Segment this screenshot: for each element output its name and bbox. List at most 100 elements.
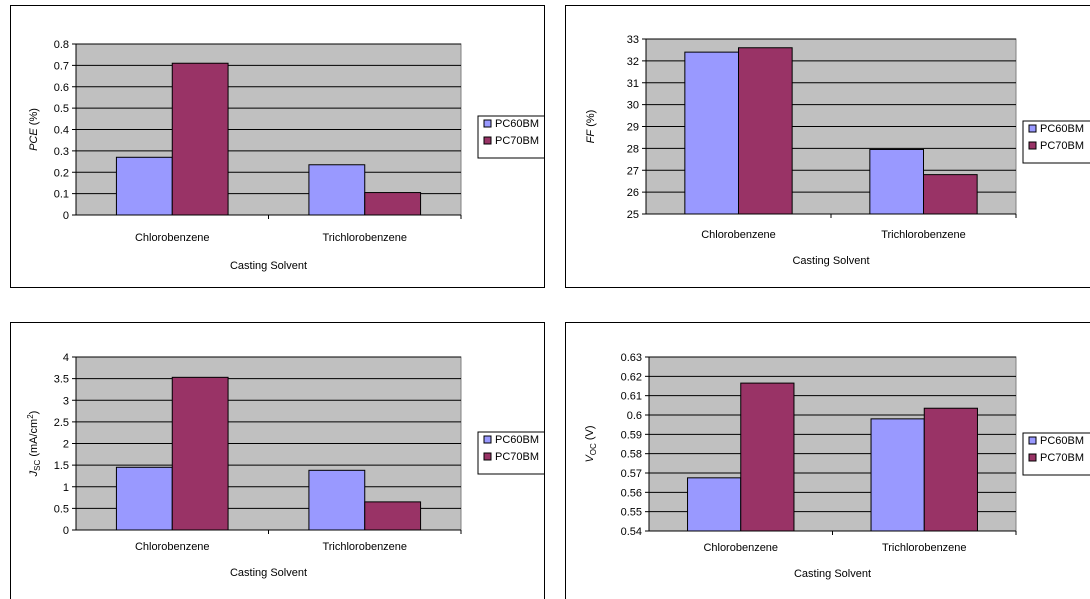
y-tick-label: 0.7 <box>54 60 69 72</box>
y-label-unit: (mA/cm <box>28 419 40 460</box>
y-tick-label: 29 <box>627 122 639 134</box>
bar-pc70bm-chlorobenzene <box>171 62 229 216</box>
bar-pc70bm-trichlorobenzene <box>364 192 422 216</box>
y-label-unit: (%) <box>585 110 597 130</box>
legend-label: PC60BM <box>1040 123 1084 135</box>
x-axis-label: Casting Solvent <box>230 260 307 272</box>
category-label: Trichlorobenzene <box>882 542 967 554</box>
y-tick-label: 0.6 <box>54 82 69 94</box>
y-tick-label: 0.8 <box>54 39 69 51</box>
category-label: Trichlorobenzene <box>881 229 966 241</box>
legend-label: PC60BM <box>495 434 539 446</box>
bar-pc70bm-chlorobenzene <box>171 376 229 531</box>
x-axis-label: Casting Solvent <box>794 568 871 580</box>
y-tick-label: 0.6 <box>627 410 642 422</box>
bar-pc70bm-trichlorobenzene <box>364 501 422 531</box>
y-label-symbol: PCE <box>28 128 40 151</box>
bar-pc60bm-trichlorobenzene <box>870 418 925 532</box>
bar-pc60bm-chlorobenzene <box>684 51 739 215</box>
legend-label: PC60BM <box>1040 435 1084 447</box>
y-label-symbol: J <box>28 470 40 477</box>
category-label: Trichlorobenzene <box>322 541 407 553</box>
legend-label: PC60BM <box>495 118 539 130</box>
y-tick-label: 25 <box>627 209 639 221</box>
x-axis-label: Casting Solvent <box>792 255 869 267</box>
ff-chart-svg: 25 26 27 28 29 30 31 32 33 Chlorobenzene Trichloro… <box>585 34 1090 267</box>
y-label-unit: (V) <box>584 425 596 443</box>
y-tick-label: 4 <box>63 352 69 364</box>
y-tick-label: 3 <box>63 395 69 407</box>
chart-panel-jsc: 0 0.5 1 1.5 2 2.5 3 3.5 4 Chlorobenzene Trichlorob… <box>10 322 545 599</box>
voc-chart-svg: 0.54 0.55 0.56 0.57 0.58 0.59 0.6 0.61 0.62 0.63 C… <box>584 352 1090 580</box>
y-tick-label: 0 <box>63 210 69 222</box>
y-tick-label: 3.5 <box>54 374 69 386</box>
y-label-unit: (%) <box>28 108 40 128</box>
chart-panel-ff: 25 26 27 28 29 30 31 32 33 Chlorobenzene Trichloro… <box>565 5 1090 288</box>
chart-panel-voc: 0.54 0.55 0.56 0.57 0.58 0.59 0.6 0.61 0.62 0.63 C… <box>565 322 1090 599</box>
y-label-subscript: SC <box>33 460 42 471</box>
jsc-chart-svg: 0 0.5 1 1.5 2 2.5 3 3.5 4 Chlorobenzene Trichlorob… <box>26 352 544 579</box>
bar-pc60bm-chlorobenzene <box>687 477 742 532</box>
y-axis-label: FF (%) <box>585 110 597 144</box>
y-axis-label: JSC (mA/cm2) <box>26 411 42 478</box>
y-tick-label: 0.1 <box>54 189 69 201</box>
y-tick-label: 0 <box>63 525 69 537</box>
y-label-subscript: OC <box>589 443 598 455</box>
legend-swatch <box>1028 453 1037 462</box>
y-tick-label: 27 <box>627 165 639 177</box>
pce-chart-svg: 0 0.1 0.2 0.3 0.4 0.5 0.6 0.7 0.8 Chlorobenzene Tr… <box>28 39 544 272</box>
y-tick-label: 26 <box>627 187 639 199</box>
category-label: Chlorobenzene <box>135 541 210 553</box>
bar-pc60bm-trichlorobenzene <box>869 148 925 215</box>
y-tick-label: 30 <box>627 100 639 112</box>
category-label: Trichlorobenzene <box>322 232 407 244</box>
y-tick-label: 0.58 <box>621 449 642 461</box>
y-tick-label: 0.55 <box>621 507 642 519</box>
y-tick-label: 0.5 <box>54 103 69 115</box>
bar-pc70bm-trichlorobenzene <box>923 174 978 215</box>
y-tick-label: 2 <box>63 439 69 451</box>
y-tick-label: 1 <box>63 482 69 494</box>
y-tick-label: 0.57 <box>621 468 642 480</box>
bar-pc70bm-chlorobenzene <box>740 382 795 532</box>
legend-swatch <box>483 119 492 128</box>
legend-swatch <box>483 435 492 444</box>
y-tick-label: 32 <box>627 56 639 68</box>
y-tick-label: 0.4 <box>54 125 69 137</box>
bar-pc60bm-trichlorobenzene <box>308 469 366 531</box>
y-label-symbol: FF <box>585 129 597 144</box>
legend-swatch <box>1028 124 1037 133</box>
legend-swatch <box>1028 436 1037 445</box>
y-tick-label: 0.5 <box>54 503 69 515</box>
legend-label: PC70BM <box>1040 140 1084 152</box>
y-tick-label: 0.59 <box>621 429 642 441</box>
y-tick-label: 1.5 <box>54 460 69 472</box>
legend-label: PC70BM <box>495 135 539 147</box>
y-tick-label: 0.61 <box>621 391 642 403</box>
category-label: Chlorobenzene <box>701 229 776 241</box>
chart-panel-pce: 0 0.1 0.2 0.3 0.4 0.5 0.6 0.7 0.8 Chlorobenzene Tr… <box>10 5 545 288</box>
legend-swatch <box>483 136 492 145</box>
bar-pc60bm-trichlorobenzene <box>308 164 366 216</box>
bar-pc70bm-trichlorobenzene <box>923 407 978 532</box>
bar-pc70bm-chlorobenzene <box>738 47 793 215</box>
y-tick-label: 0.2 <box>54 167 69 179</box>
y-tick-label: 0.54 <box>621 526 642 538</box>
y-tick-label: 0.62 <box>621 371 642 383</box>
category-label: Chlorobenzene <box>703 542 778 554</box>
y-label-superscript: 2 <box>26 414 35 419</box>
x-axis-label: Casting Solvent <box>230 567 307 579</box>
bar-pc60bm-chlorobenzene <box>115 156 173 216</box>
y-label-symbol: V <box>584 454 596 463</box>
y-tick-label: 31 <box>627 78 639 90</box>
legend-label: PC70BM <box>495 451 539 463</box>
y-axis-label: PCE (%) <box>28 108 40 151</box>
legend-label: PC70BM <box>1040 452 1084 464</box>
legend-swatch <box>1028 141 1037 150</box>
y-tick-label: 28 <box>627 143 639 155</box>
y-tick-label: 0.63 <box>621 352 642 364</box>
y-label-close: ) <box>28 411 40 415</box>
y-tick-label: 2.5 <box>54 417 69 429</box>
category-label: Chlorobenzene <box>135 232 210 244</box>
bar-pc60bm-chlorobenzene <box>115 466 173 531</box>
